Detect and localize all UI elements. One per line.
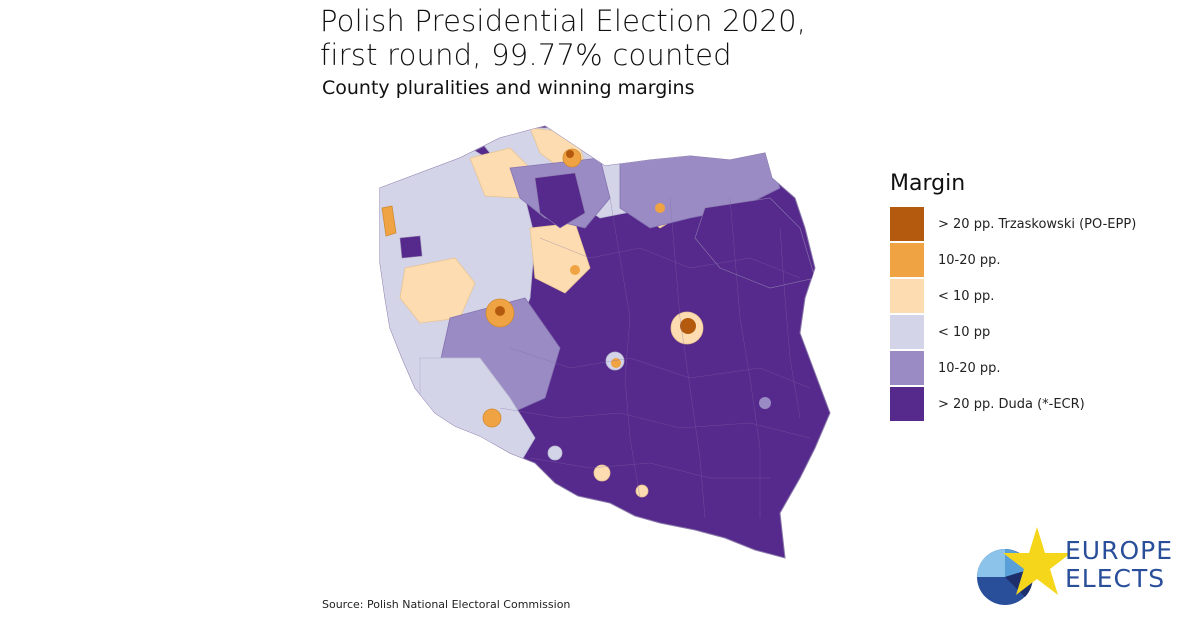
city-bydgoszcz [570, 265, 580, 275]
city-poznan-core [495, 306, 505, 316]
source-note: Source: Polish National Electoral Commis… [322, 598, 571, 611]
legend-label: 10-20 pp. [938, 252, 1001, 268]
legend-title: Margin [890, 171, 966, 196]
city-szczecin [381, 205, 397, 237]
city-krakow [593, 464, 611, 482]
legend-label: > 20 pp. Trzaskowski (PO-EPP) [938, 216, 1137, 232]
legend-swatch [890, 207, 924, 241]
logo-text: EUROPE ELECTS [1065, 537, 1173, 593]
legend-item: 10-20 pp. [890, 350, 1136, 386]
city-lublin [759, 397, 771, 409]
city-rzeszow [635, 484, 649, 498]
county-borders [499, 197, 811, 519]
city-katowice [547, 445, 563, 461]
city-torun [550, 245, 560, 255]
legend-swatch [890, 279, 924, 313]
legend-swatch [890, 315, 924, 349]
legend-label: < 10 pp [938, 324, 991, 340]
legend-label: 10-20 pp. [938, 360, 1001, 376]
legend-label: > 20 pp. Duda (*-ECR) [938, 396, 1085, 412]
legend-label: < 10 pp. [938, 288, 995, 304]
legend-item: < 10 pp. [890, 278, 1136, 314]
city-gdansk-core [566, 150, 574, 158]
legend-swatch [890, 351, 924, 385]
logo-line-1: EUROPE [1065, 536, 1174, 565]
city-opole [424, 420, 440, 436]
poland-county-map [379, 125, 831, 559]
logo-emblem-icon [977, 527, 1071, 605]
city-gorzow [403, 241, 417, 255]
city-zielona-gora [414, 337, 426, 349]
legend-item: > 20 pp. Duda (*-ECR) [890, 386, 1136, 422]
city-wroclaw [482, 408, 502, 428]
legend-item: 10-20 pp. [890, 242, 1136, 278]
city-warsaw [680, 318, 696, 334]
legend-swatch [890, 387, 924, 421]
region-northeast-dark [694, 197, 816, 289]
city-olsztyn [655, 203, 665, 213]
region-north-dark [534, 172, 586, 229]
legend-item: > 20 pp. Trzaskowski (PO-EPP) [890, 206, 1136, 242]
legend-item: < 10 pp [890, 314, 1136, 350]
title-line-2: first round, 99.77% counted [320, 38, 732, 72]
chart-subtitle: County pluralities and winning margins [322, 77, 695, 99]
legend: Margin > 20 pp. Trzaskowski (PO-EPP) 10-… [890, 170, 1136, 422]
chart-title: Polish Presidential Election 2020, first… [320, 4, 806, 72]
title-line-1: Polish Presidential Election 2020, [320, 4, 807, 38]
legend-swatch [890, 243, 924, 277]
europe-elects-logo: EUROPE ELECTS [975, 525, 1190, 615]
logo-line-2: ELECTS [1065, 564, 1166, 593]
